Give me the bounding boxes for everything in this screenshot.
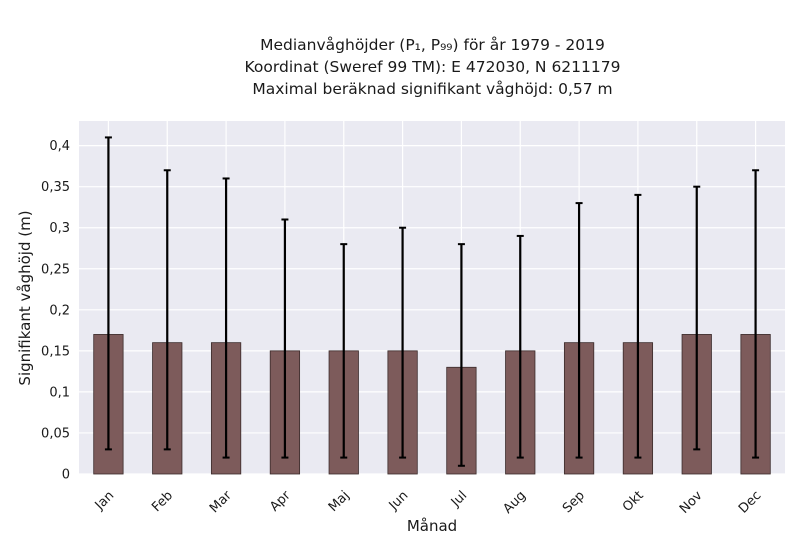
y-tick-label: 0,25 [41, 262, 70, 277]
error-bar-jun [399, 226, 407, 459]
x-tick-label: Sep [560, 488, 588, 516]
error-bar-feb [163, 169, 171, 451]
y-tick-label: 0,1 [49, 385, 70, 400]
error-bar-okt [634, 193, 642, 459]
error-bar-dec [752, 169, 760, 459]
x-tick-label: Jun [386, 488, 412, 514]
error-bar-aug [516, 234, 524, 459]
plot-area [79, 121, 785, 474]
x-tick-label: Mar [207, 488, 235, 516]
y-tick-label: 0,3 [49, 221, 70, 236]
y-axis-label: Signifikant våghöjd (m) [16, 210, 34, 385]
x-axis-label: Månad [407, 517, 457, 535]
x-tick-label: Okt [620, 488, 647, 515]
chart-title-line-2: Koordinat (Sweref 99 TM): E 472030, N 62… [244, 58, 621, 76]
y-tick-label: 0,2 [49, 303, 70, 318]
x-tick-label: Apr [267, 488, 294, 515]
x-tick-label: Aug [501, 488, 530, 517]
x-tick-label: Jul [448, 488, 470, 510]
error-bar-sep [575, 202, 583, 459]
error-bar-jul [457, 243, 465, 467]
error-bars [104, 136, 760, 467]
chart-title: Medianvåghöjder (P₁, P₉₉) för år 1979 - … [80, 34, 785, 100]
error-bar-apr [281, 218, 289, 459]
error-bar-maj [340, 243, 348, 459]
y-tick-label: 0,4 [49, 139, 70, 154]
error-bar-jan [104, 136, 112, 451]
x-tick-label: Feb [149, 488, 176, 515]
y-tick-labels: 0 0,05 0,1 0,15 0,2 0,25 0,3 0,35 0,4 [41, 139, 70, 482]
y-tick-label: 0,15 [41, 344, 70, 359]
y-tick-label: 0,05 [41, 426, 70, 441]
y-tick-label: 0,35 [41, 180, 70, 195]
x-tick-label: Dec [736, 488, 764, 516]
chart-title-line-1: Medianvåghöjder (P₁, P₉₉) för år 1979 - … [260, 36, 605, 54]
x-tick-label: Jan [92, 488, 117, 513]
error-bar-nov [693, 185, 701, 451]
x-tick-label: Nov [677, 488, 706, 517]
x-tick-labels: Jan Feb Mar Apr Maj Jun Jul Aug Sep Okt Nov Dec [92, 488, 765, 517]
x-tick-label: Maj [326, 488, 353, 515]
error-bar-mar [222, 177, 230, 459]
y-tick-label: 0 [62, 468, 70, 483]
chart-title-line-3: Maximal beräknad signifikant våghöjd: 0,… [252, 80, 613, 98]
